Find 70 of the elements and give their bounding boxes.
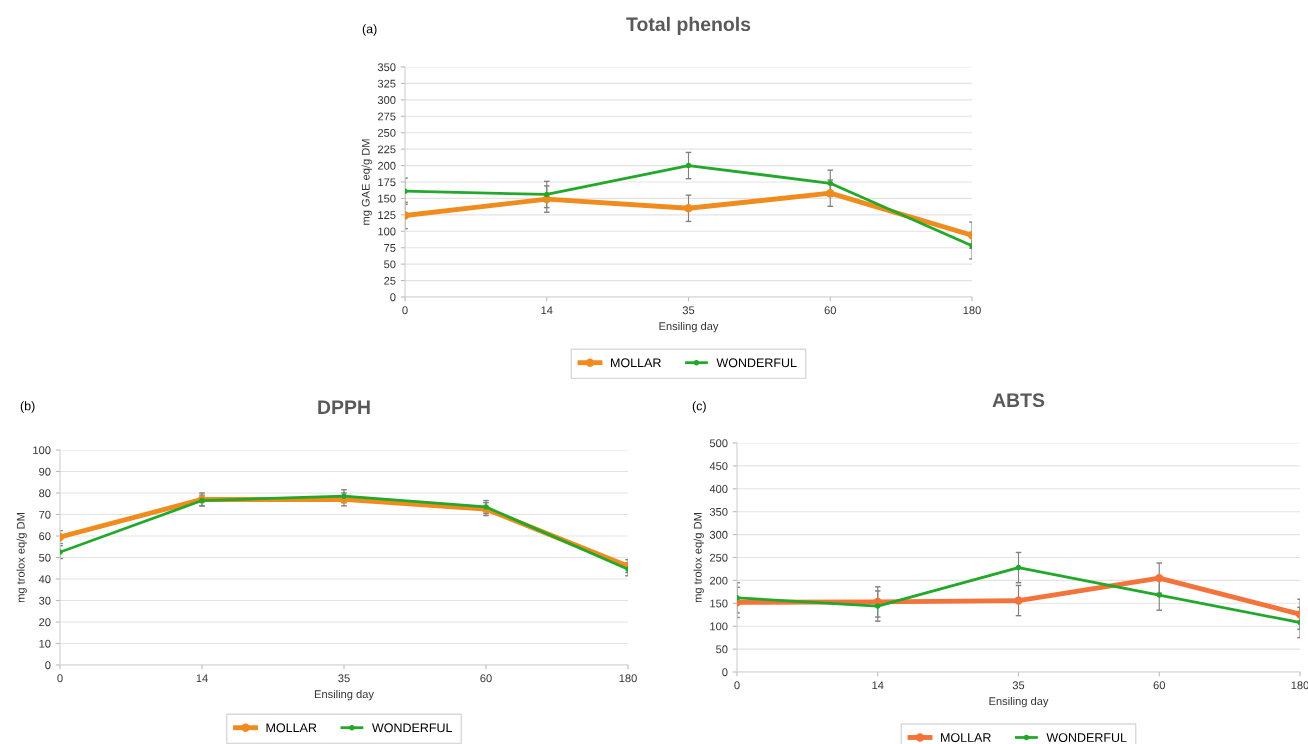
y-tick-label: 25	[384, 276, 396, 285]
y-tick-label: 275	[377, 112, 396, 121]
legend-label: WONDERFUL	[371, 723, 453, 733]
x-axis-title: Ensiling day	[659, 321, 719, 333]
y-tick-label: 350	[377, 63, 396, 72]
x-tick-label: 180	[619, 674, 637, 683]
x-tick-label: 35	[1012, 681, 1025, 690]
y-tick-label: 450	[709, 462, 728, 471]
y-axis-title: mg trolox eq/g DM	[16, 513, 27, 603]
y-tick-label: 80	[39, 489, 51, 498]
text: (c)	[692, 401, 706, 413]
x-tick-label: 180	[963, 306, 981, 315]
x-axis-title: Ensiling day	[314, 689, 374, 701]
y-tick-label: 100	[710, 622, 728, 631]
y-tick-label: 400	[709, 485, 728, 493]
x-tick-label: 60	[480, 674, 492, 683]
legend-label: WONDERFUL	[716, 358, 797, 368]
y-tick-label: 20	[39, 618, 51, 627]
y-tick-label: 250	[709, 553, 728, 562]
x-tick-label: 35	[682, 306, 695, 315]
y-tick-label: 250	[377, 128, 396, 137]
legend-label: WONDERFUL	[1046, 733, 1127, 742]
y-tick-label: 70	[39, 510, 51, 519]
y-tick-label: 325	[377, 79, 396, 88]
y-tick-label: 75	[384, 244, 396, 252]
chart-title: DPPH	[318, 400, 370, 414]
chart-title: ABTS	[992, 393, 1045, 408]
y-tick-label: 225	[377, 145, 396, 154]
y-tick-label: 200	[377, 161, 396, 170]
x-tick-label: 0	[734, 681, 740, 690]
y-tick-label: 0	[45, 661, 51, 670]
text: (a)	[362, 24, 377, 36]
y-tick-label: 350	[709, 507, 728, 516]
x-tick-label: 14	[872, 681, 884, 690]
y-tick-label: 150	[378, 194, 396, 203]
x-tick-label: 14	[196, 674, 208, 683]
text: (b)	[20, 401, 35, 413]
y-tick-label: 50	[39, 553, 51, 562]
y-tick-label: 60	[39, 532, 51, 541]
y-tick-label: 150	[710, 599, 728, 608]
y-tick-label: 10	[39, 639, 51, 648]
y-axis-title: mg trolox eq/g DM	[693, 513, 704, 603]
x-tick-label: 60	[824, 306, 836, 315]
y-tick-label: 100	[378, 227, 396, 236]
legend-label: MOLLAR	[611, 358, 661, 368]
y-tick-label: 40	[38, 575, 51, 584]
y-tick-label: 100	[33, 446, 51, 455]
y-tick-label: 300	[709, 530, 728, 539]
y-tick-label: 50	[716, 645, 728, 654]
y-tick-label: 125	[378, 211, 396, 219]
x-axis-title: Ensiling day	[989, 696, 1049, 708]
x-tick-label: 180	[1291, 681, 1308, 690]
y-tick-label: 0	[390, 293, 396, 302]
chart-title: Total phenols	[626, 16, 751, 35]
y-tick-label: 90	[39, 467, 51, 476]
y-tick-label: 500	[709, 439, 728, 448]
y-tick-label: 200	[709, 576, 728, 585]
x-tick-label: 14	[541, 306, 553, 315]
x-tick-label: 0	[57, 674, 63, 683]
y-tick-label: 300	[377, 96, 396, 104]
x-tick-label: 0	[402, 306, 408, 315]
legend-label: MOLLAR	[941, 733, 991, 742]
x-tick-label: 60	[1153, 681, 1165, 690]
y-tick-label: 30	[39, 596, 51, 605]
y-tick-label: 0	[722, 668, 728, 677]
y-tick-label: 50	[384, 260, 396, 269]
y-tick-label: 175	[378, 178, 396, 187]
y-axis-title: mg GAE eq/g DM	[361, 139, 372, 225]
x-tick-label: 35	[338, 674, 350, 683]
legend-label: MOLLAR	[266, 723, 317, 733]
